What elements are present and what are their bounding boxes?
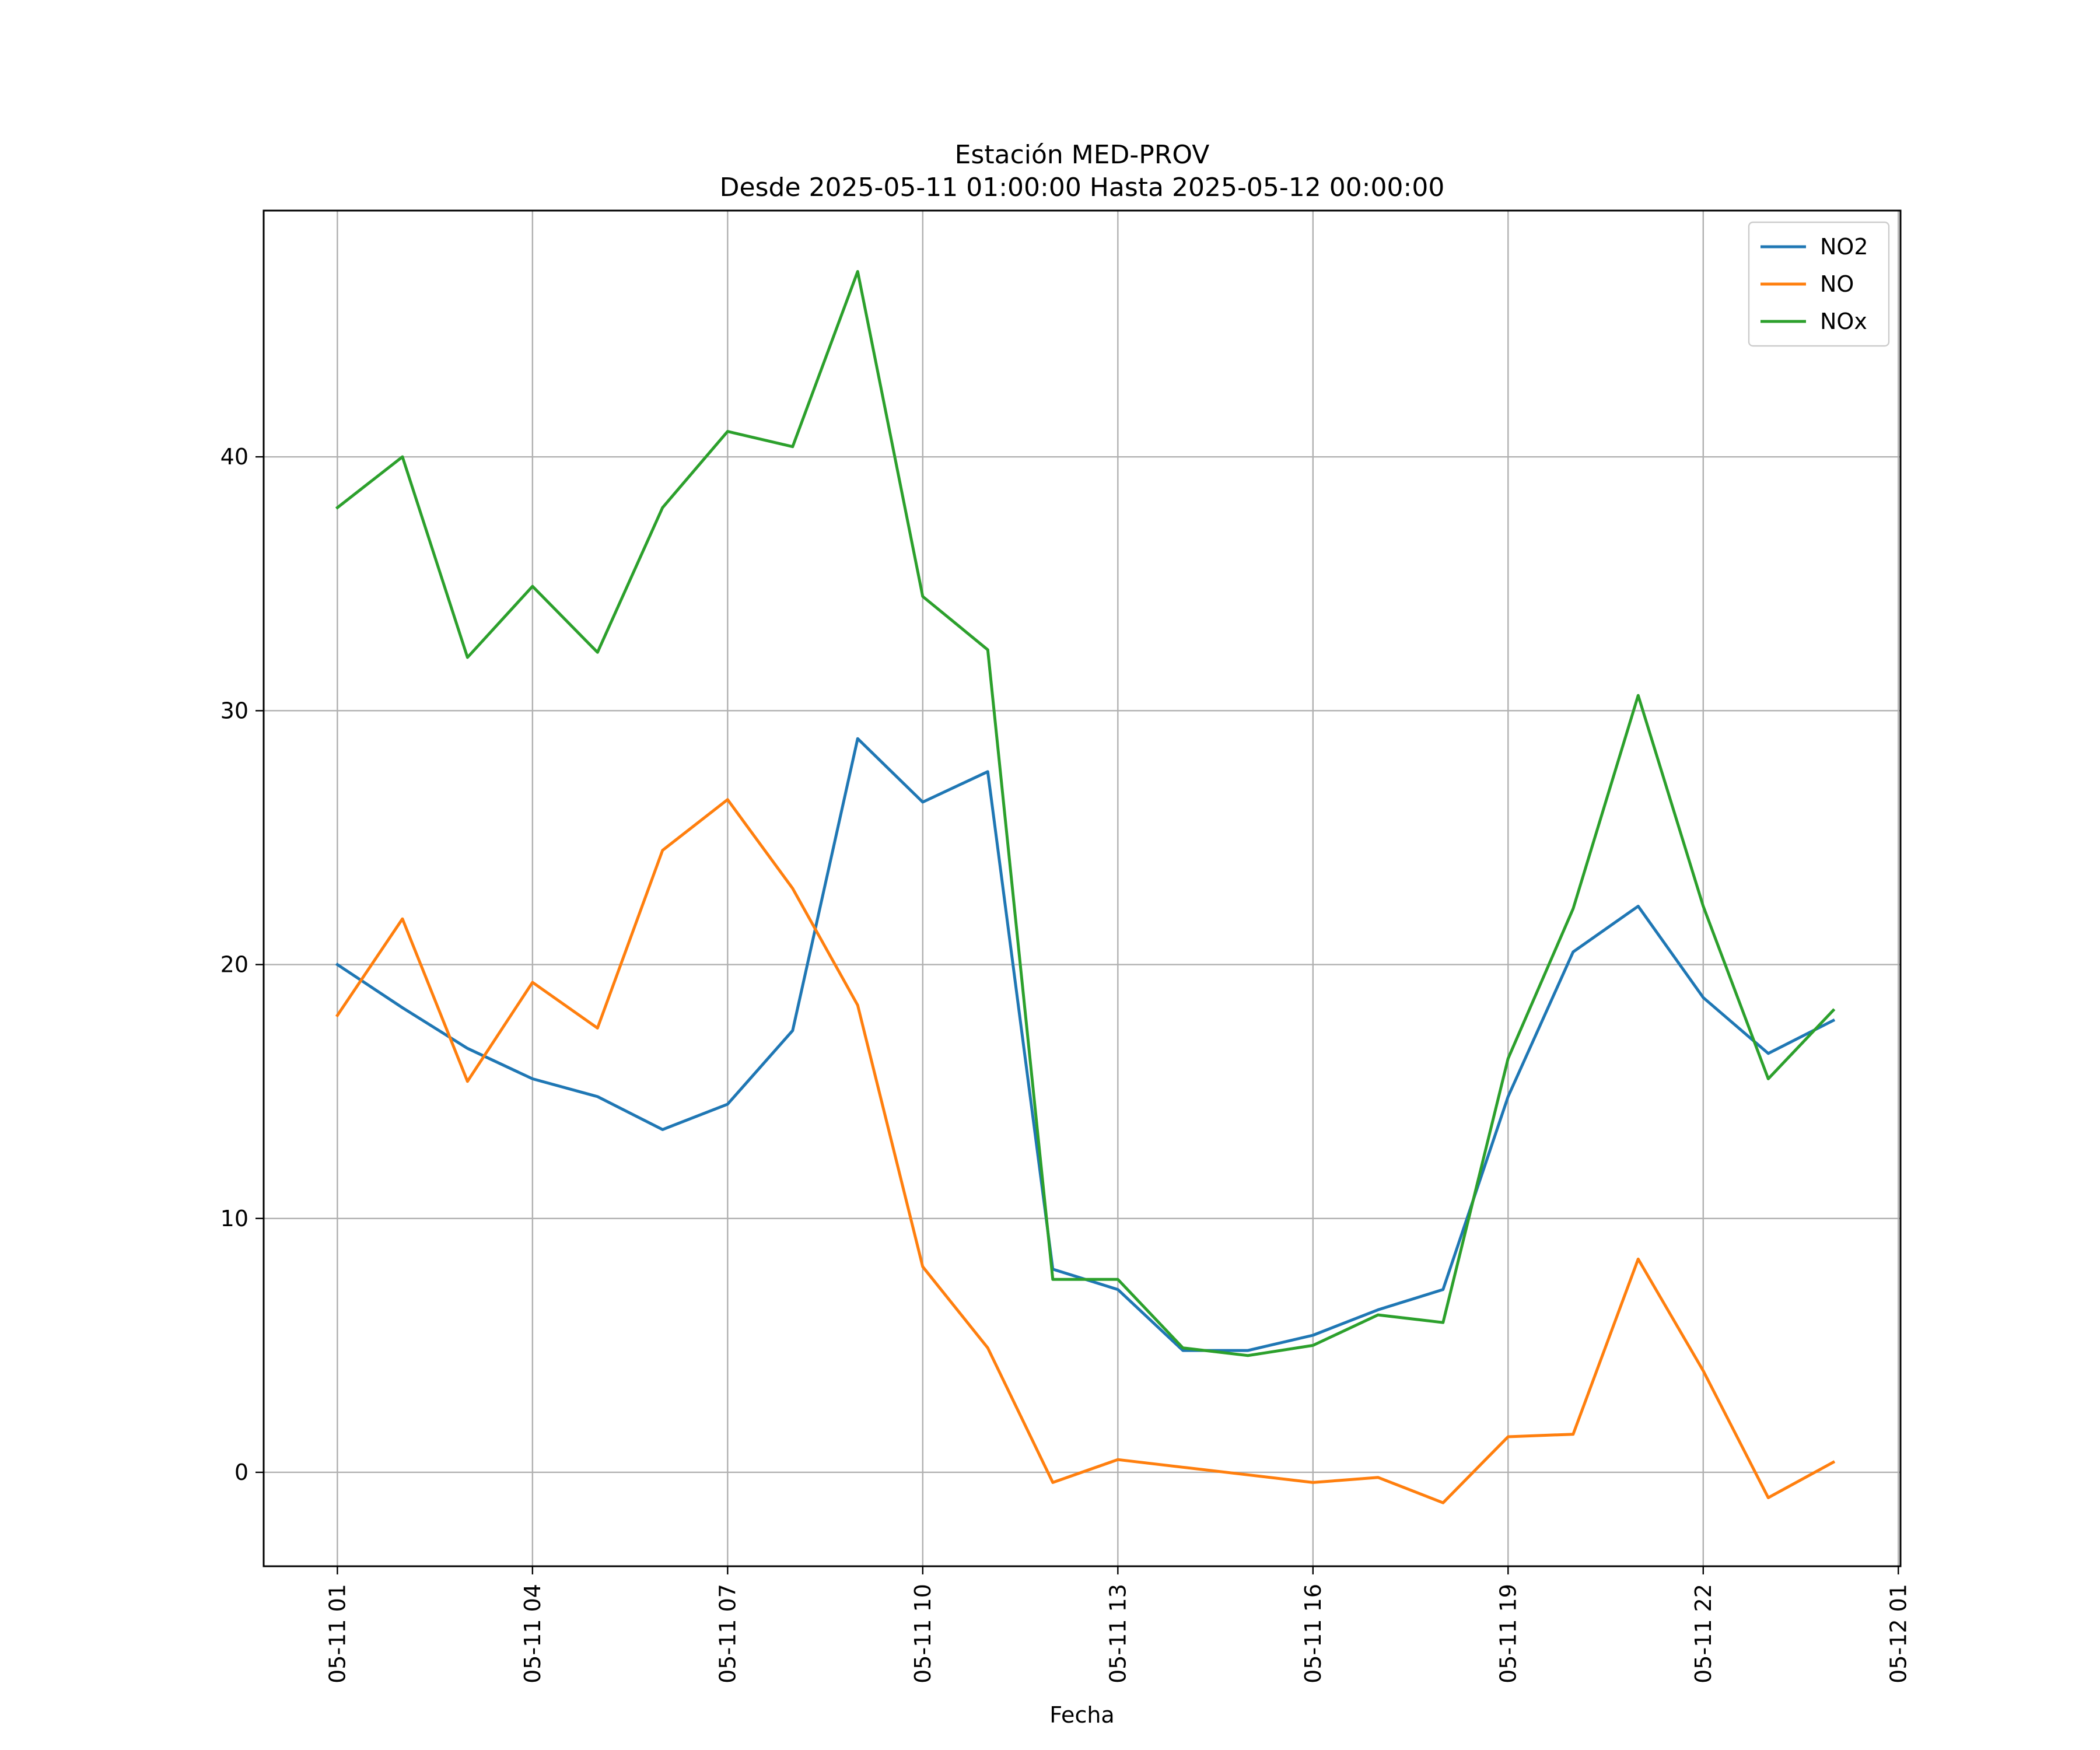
x-axis-ticks: 05-11 01 05-11 04 05-11 07 05-11 10 05-11 13…: [324, 1566, 1911, 1684]
legend: NO2 NO NOx: [1748, 221, 1890, 347]
x-tick-label: 05-11 01: [324, 1584, 350, 1684]
chart-subtitle: Desde 2025-05-11 01:00:00 Hasta 2025-05-…: [720, 173, 1445, 202]
x-tick-label: 05-11 22: [1690, 1584, 1716, 1684]
x-tick-label: 05-11 10: [910, 1584, 936, 1684]
legend-box: [1748, 221, 1890, 347]
legend-label: NO2: [1820, 234, 1868, 260]
y-tick-label: 30: [220, 698, 249, 723]
y-tick-label: 40: [220, 444, 249, 470]
plot-lines: [335, 270, 1836, 1504]
x-axis-label: Fecha: [1049, 1702, 1114, 1728]
y-tick-label: 20: [220, 952, 249, 978]
legend-label: NOx: [1820, 309, 1867, 334]
x-tick-label: 05-11 07: [715, 1584, 740, 1684]
plot-frame: [262, 209, 1902, 1567]
x-tick-label: 05-11 13: [1105, 1584, 1130, 1684]
x-tick-label: 05-12 01: [1885, 1584, 1911, 1684]
x-tick-label: 05-11 04: [520, 1584, 545, 1684]
chart-title: Estación MED-PROV: [955, 140, 1210, 170]
x-tick-label: 05-11 16: [1300, 1584, 1326, 1684]
series-line-nox: [335, 270, 1836, 1357]
y-tick-label: 10: [220, 1206, 249, 1231]
x-tick-label: 05-11 19: [1495, 1584, 1521, 1684]
y-tick-label: 0: [235, 1460, 249, 1485]
series-line-no: [335, 798, 1836, 1504]
legend-label: NO: [1820, 271, 1854, 297]
y-axis-ticks: 0 10 20 30 40: [220, 444, 264, 1485]
